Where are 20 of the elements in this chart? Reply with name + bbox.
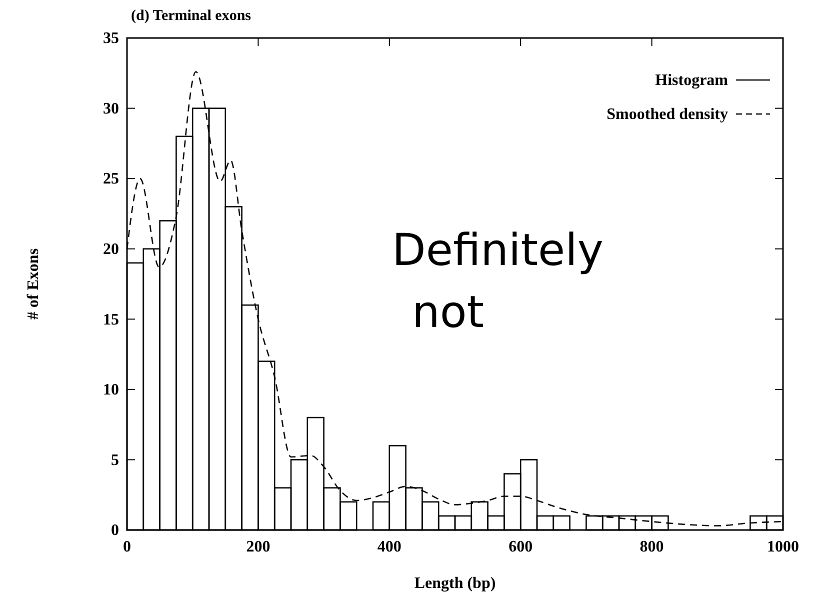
- x-tick-label: 200: [246, 538, 270, 556]
- y-tick-label: 5: [111, 452, 119, 469]
- x-axis-title: Length (bp): [414, 575, 496, 592]
- y-tick-label: 20: [103, 240, 119, 258]
- y-tick-label: 25: [103, 170, 119, 188]
- legend-label: Histogram: [655, 72, 729, 89]
- x-tick-label: 1000: [767, 538, 799, 556]
- y-tick-label: 30: [103, 100, 119, 118]
- annotation: Definitely not: [392, 225, 604, 338]
- chart-title: (d) Terminal exons: [131, 8, 252, 24]
- y-tick-label: 35: [103, 30, 119, 48]
- y-tick-label: 15: [103, 311, 119, 328]
- x-tick-label: 400: [377, 538, 402, 556]
- x-tick-label: 800: [640, 538, 664, 556]
- legend-label: Smoothed density: [606, 106, 728, 123]
- y-tick-label: 0: [111, 522, 119, 540]
- x-tick-label: 0: [123, 538, 131, 556]
- y-tick-label: 10: [103, 382, 119, 399]
- x-tick-label: 600: [508, 538, 533, 556]
- y-axis-title: # of Exons: [25, 248, 42, 320]
